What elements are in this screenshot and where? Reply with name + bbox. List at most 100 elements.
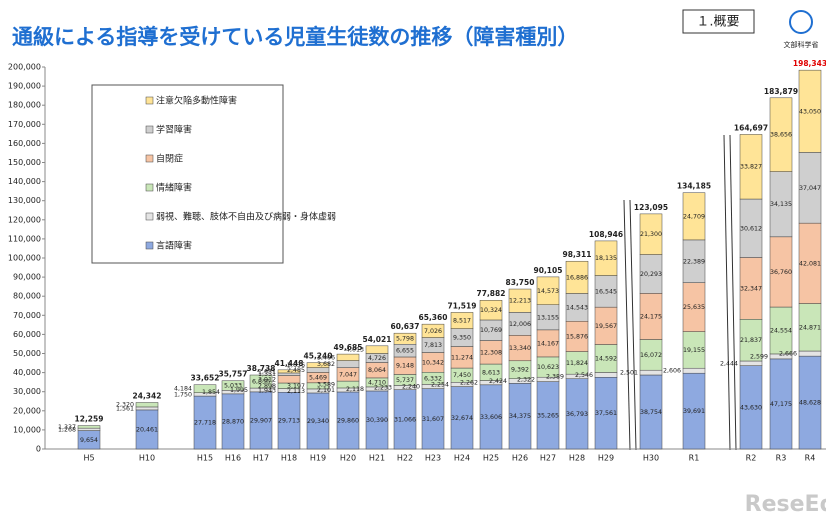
bar-segment (565, 260, 589, 294)
value-label: 34,375 (509, 413, 531, 420)
x-tick-label: R4 (805, 454, 816, 463)
x-tick-label: R1 (689, 454, 700, 463)
value-label: 14,592 (595, 355, 617, 362)
y-tick-label: 50,000 (13, 349, 41, 358)
total-label: 83,750 (506, 278, 535, 287)
bar-segment (798, 69, 822, 153)
value-label: 9,654 (80, 437, 98, 444)
value-label: 22,389 (683, 258, 705, 265)
total-label: 24,342 (133, 392, 162, 401)
x-tick-label: H20 (340, 454, 356, 463)
value-label: 42,081 (799, 260, 821, 267)
bar-segment (135, 402, 159, 408)
value-label: 15,876 (566, 333, 588, 340)
y-tick-label: 110,000 (8, 234, 41, 243)
value-label: 21,300 (640, 231, 662, 238)
value-label: 48,628 (799, 400, 821, 407)
value-label: 2,320 (116, 402, 134, 409)
value-label: 34,135 (770, 201, 792, 208)
value-label: 16,072 (640, 352, 662, 359)
y-tick-label: 90,000 (13, 273, 41, 282)
value-label: 1,631 (258, 368, 276, 375)
total-label: 41,448 (275, 359, 304, 368)
value-label: 2,233 (374, 385, 392, 392)
value-label: 33,827 (740, 164, 762, 171)
bar-segment (249, 374, 273, 389)
y-tick-label: 120,000 (8, 215, 41, 224)
value-label: 1,561 (116, 405, 134, 412)
y-tick-label: 140,000 (8, 177, 41, 186)
total-label: 164,697 (734, 123, 768, 132)
x-tick-label: R2 (746, 454, 757, 463)
x-tick-label: H5 (83, 454, 94, 463)
value-label: 2,424 (489, 378, 507, 385)
x-tick-label: H30 (643, 454, 659, 463)
value-label: 2,636 (287, 362, 305, 369)
bar-segment (798, 350, 822, 357)
x-tick-label: H15 (197, 454, 213, 463)
value-label: 29,340 (307, 418, 329, 425)
legend-box (91, 84, 284, 264)
value-label: 29,907 (250, 417, 272, 424)
value-label: 31,607 (422, 416, 444, 423)
value-label: 14,543 (566, 304, 588, 311)
y-tick-label: 30,000 (13, 387, 41, 396)
value-label: 5,737 (396, 377, 414, 384)
value-label: 1,750 (174, 391, 192, 398)
value-label: 30,612 (740, 225, 762, 232)
y-tick-label: 0 (36, 445, 41, 454)
legend-label: 弱視、難聴、肢体不自由及び病弱・身体虚弱 (156, 211, 336, 223)
total-label: 35,757 (219, 370, 248, 379)
y-tick-label: 80,000 (13, 292, 41, 301)
bar-segment (682, 192, 706, 241)
value-label: 7,026 (424, 328, 442, 335)
legend-swatch (145, 183, 154, 192)
value-label: 29,860 (337, 417, 359, 424)
y-tick-label: 100,000 (8, 254, 41, 263)
value-label: 2,262 (460, 380, 478, 387)
value-label: 28,870 (222, 418, 244, 425)
value-label: 30,390 (366, 417, 388, 424)
bar-segment (221, 380, 245, 391)
x-tick-label: H17 (253, 454, 269, 463)
value-label: 3,682 (317, 361, 335, 368)
value-label: 16,545 (595, 288, 617, 295)
value-label: 10,623 (537, 364, 559, 371)
value-label: 1,995 (230, 387, 248, 394)
value-label: 20,293 (640, 271, 662, 278)
legend-label: 自閉症 (156, 153, 183, 165)
value-label: 9,350 (453, 335, 471, 342)
bar-segment (682, 367, 706, 374)
y-tick-label: 20,000 (13, 406, 41, 415)
legend-label: 注意欠陥多動性障害 (156, 95, 237, 107)
bar-segment (639, 369, 663, 376)
value-label: 4,726 (368, 355, 386, 362)
bar-segment (306, 362, 330, 368)
value-label: 18,135 (595, 255, 617, 262)
watermark: ReseEd (745, 492, 826, 517)
value-label: 2,606 (663, 368, 681, 375)
value-label: 8,517 (453, 318, 471, 325)
value-label: 14,573 (537, 288, 559, 295)
total-label: 71,519 (448, 301, 477, 310)
legend-swatch (145, 96, 154, 105)
y-tick-label: 40,000 (13, 368, 41, 377)
bar-segment (365, 345, 389, 354)
value-label: 24,871 (799, 324, 821, 331)
x-tick-label: R3 (776, 454, 787, 463)
value-label: 21,837 (740, 337, 762, 344)
value-label: 12,006 (509, 321, 531, 328)
value-label: 9,392 (511, 367, 529, 374)
value-label: 37,561 (595, 410, 617, 417)
total-label: 33,652 (191, 374, 220, 383)
value-label: 4,184 (174, 386, 192, 393)
value-label: 7,450 (453, 372, 471, 379)
value-label: 14,167 (537, 340, 559, 347)
bar-segment (479, 299, 503, 321)
value-label: 3,406 (317, 354, 335, 361)
y-tick-label: 150,000 (8, 158, 41, 167)
value-label: 29,713 (278, 418, 300, 425)
total-label: 134,185 (677, 182, 711, 191)
legend-label: 言語障害 (156, 240, 192, 252)
value-label: 7,047 (339, 371, 357, 378)
